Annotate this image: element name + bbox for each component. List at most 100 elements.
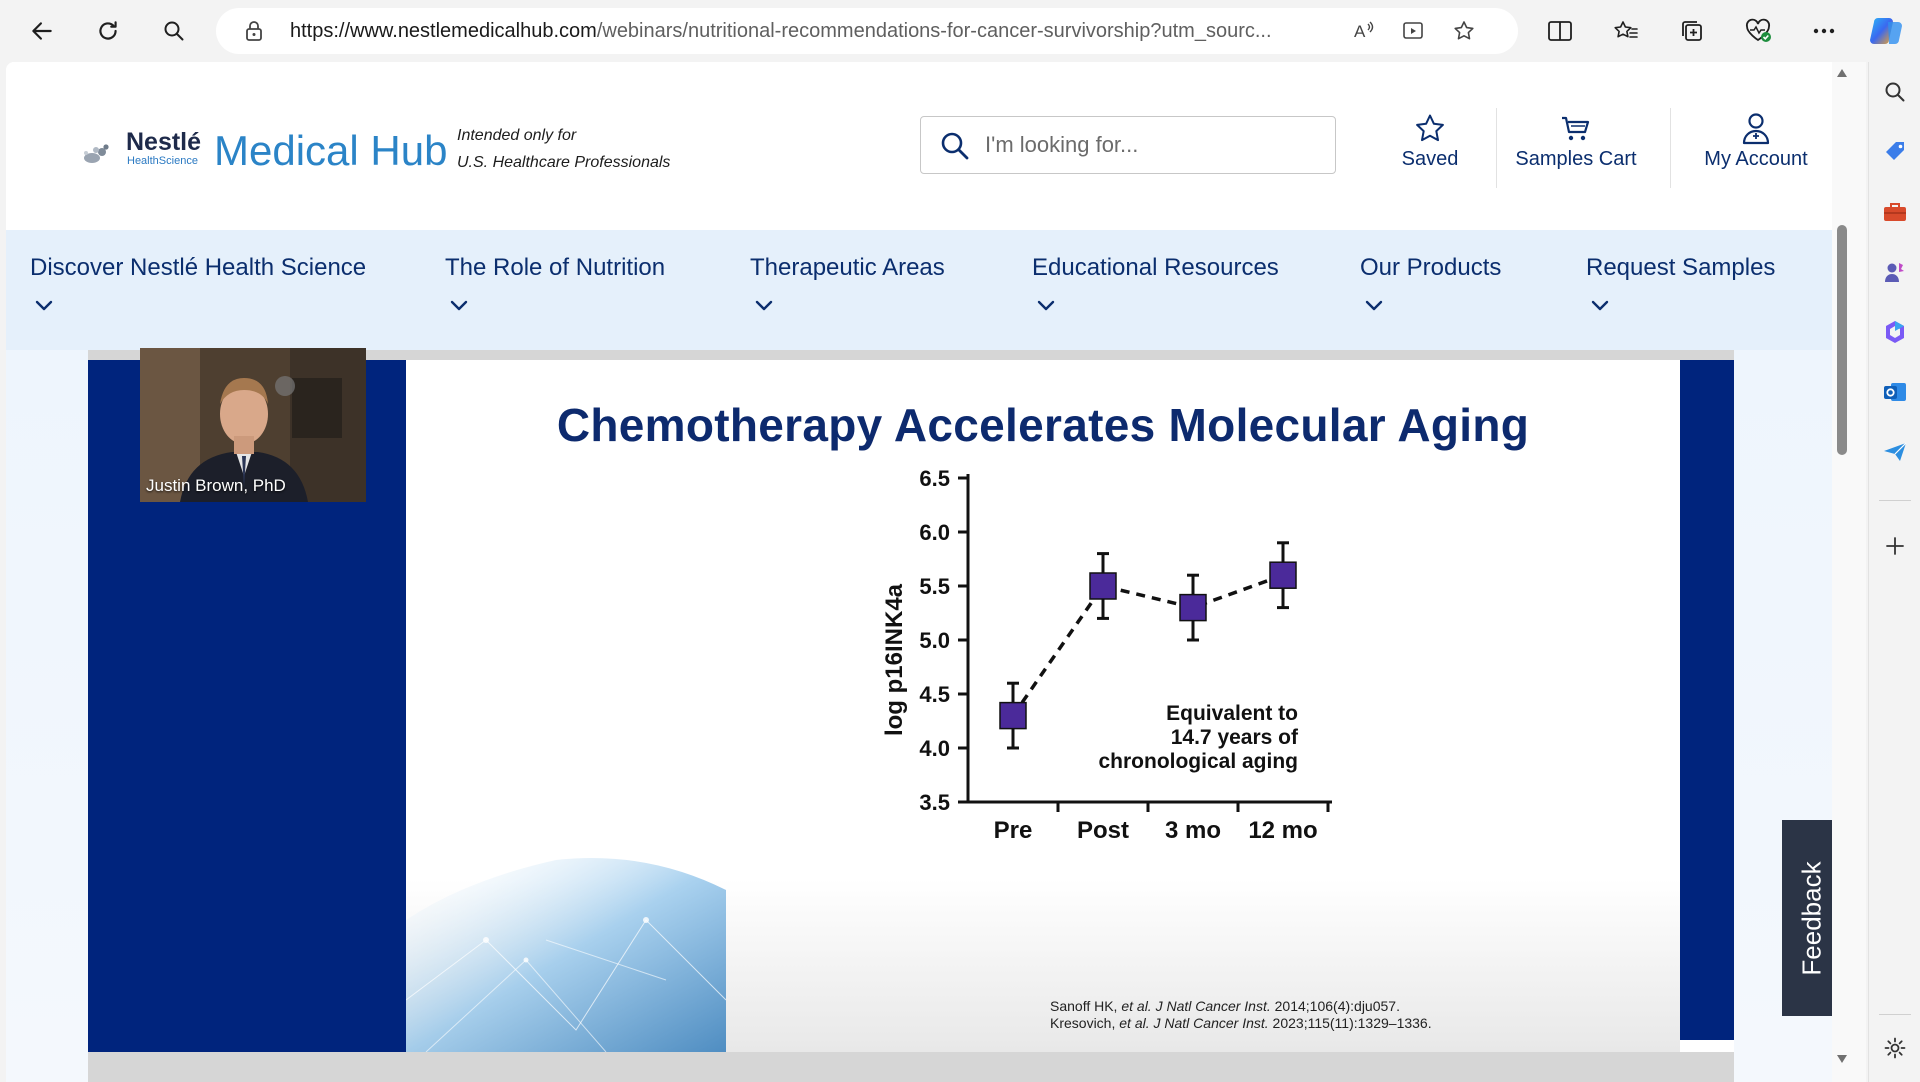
- nav-role-of-nutrition[interactable]: The Role of Nutrition: [445, 254, 665, 282]
- nav-label: Therapeutic Areas: [750, 254, 945, 281]
- search-icon: [164, 21, 184, 41]
- address-bar[interactable]: https://www.nestlemedicalhub.com/webinar…: [216, 8, 1518, 54]
- citation-ref: 2023;115(11):1329–1336.: [1268, 1015, 1432, 1031]
- read-aloud-icon[interactable]: A: [1350, 17, 1378, 45]
- sidebar-search-icon[interactable]: [1881, 78, 1909, 106]
- audience-line-2: U.S. Healthcare Professionals: [457, 154, 671, 171]
- samples-cart-label: Samples Cart: [1515, 148, 1637, 170]
- audience-line-1: Intended only for: [457, 127, 577, 144]
- browser-essentials-icon[interactable]: [1738, 11, 1778, 51]
- chart-y-tick-label: 6.0: [919, 520, 950, 545]
- citation-line-1: Sanoff HK, et al. J Natl Cancer Inst. 20…: [1050, 998, 1432, 1015]
- slide-citations: Sanoff HK, et al. J Natl Cancer Inst. 20…: [1050, 998, 1432, 1032]
- chevron-down-icon[interactable]: [1036, 298, 1056, 314]
- account-user-icon: [1742, 113, 1770, 145]
- back-arrow-icon: [32, 22, 52, 40]
- search-icon[interactable]: [939, 130, 971, 162]
- chart-x-tick-label: 3 mo: [1165, 817, 1221, 844]
- browser-toolbar: https://www.nestlemedicalhub.com/webinar…: [0, 0, 1920, 62]
- presenter-webcam: Justin Brown, PhD: [140, 348, 366, 502]
- send-telegram-icon[interactable]: [1881, 438, 1909, 466]
- back-button[interactable]: [22, 11, 62, 51]
- chart-annotation-line: 14.7 years of: [1171, 726, 1299, 749]
- saved-button[interactable]: Saved: [1380, 110, 1480, 190]
- chart-y-tick-label: 4.0: [919, 736, 950, 761]
- chart-data-point: [1269, 561, 1297, 589]
- games-icon[interactable]: [1881, 258, 1909, 286]
- nav-request-samples[interactable]: Request Samples: [1586, 254, 1775, 282]
- nav-educational-resources[interactable]: Educational Resources: [1032, 254, 1279, 282]
- nav-label: Discover Nestlé Health Science: [30, 254, 367, 281]
- chevron-down-icon[interactable]: [754, 298, 774, 314]
- page-scrollbar[interactable]: [1832, 62, 1866, 1082]
- app-available-icon[interactable]: [1400, 17, 1428, 45]
- scroll-up-icon[interactable]: [1835, 66, 1849, 80]
- browser-search-button[interactable]: [154, 11, 194, 51]
- saved-label: Saved: [1401, 148, 1459, 170]
- presenter-image: [140, 348, 366, 502]
- main-navigation: Discover Nestlé Health Science The Role …: [6, 230, 1844, 350]
- scrollbar-thumb[interactable]: [1837, 225, 1847, 455]
- sidebar-divider: [1879, 500, 1911, 501]
- url-path: /webinars/nutritional-recommendations-fo…: [596, 20, 1272, 42]
- chart-x-tick-label: Pre: [994, 817, 1033, 844]
- copilot-icon[interactable]: [1866, 11, 1906, 51]
- chart-y-tick-label: 6.5: [919, 466, 950, 491]
- star-icon: [1416, 114, 1444, 142]
- nestle-medical-hub-logo[interactable]: Nestlé HealthScience Medical Hub: [78, 120, 448, 180]
- nav-label: Our Products: [1360, 254, 1502, 281]
- audience-notice: Intended only for U.S. Healthcare Profes…: [457, 122, 670, 176]
- citation-ref: 2014;106(4):dju057.: [1270, 998, 1400, 1014]
- nav-label: Educational Resources: [1032, 254, 1279, 281]
- chevron-down-icon[interactable]: [1364, 298, 1384, 314]
- site-search[interactable]: [920, 116, 1336, 174]
- favorite-star-icon[interactable]: [1450, 17, 1478, 45]
- slide-title: Chemotherapy Accelerates Molecular Aging: [556, 399, 1530, 451]
- shopping-tag-icon[interactable]: [1881, 138, 1909, 166]
- settings-gear-icon[interactable]: [1881, 1034, 1909, 1062]
- split-screen-icon[interactable]: [1540, 11, 1580, 51]
- webinar-video-player[interactable]: Chemotherapy Accelerates Molecular Aging…: [88, 348, 1734, 1082]
- refresh-icon: [99, 21, 117, 40]
- logo-sub: HealthScience: [127, 155, 198, 167]
- url-text[interactable]: https://www.nestlemedicalhub.com/webinar…: [290, 20, 1350, 43]
- refresh-button[interactable]: [88, 11, 128, 51]
- chevron-down-icon[interactable]: [1590, 298, 1610, 314]
- chart-data-point: [999, 701, 1027, 730]
- chart-y-tick-label: 5.5: [919, 574, 950, 599]
- chart-y-axis-label: log p16INK4a: [881, 583, 908, 736]
- nav-discover-nestle[interactable]: Discover Nestlé Health Science: [30, 254, 366, 282]
- chevron-down-icon[interactable]: [34, 298, 54, 314]
- chart-data-point: [1089, 572, 1117, 600]
- nav-our-products[interactable]: Our Products: [1360, 254, 1501, 282]
- favorites-icon[interactable]: [1606, 11, 1646, 51]
- citation-journal: et al. J Natl Cancer Inst.: [1121, 998, 1271, 1014]
- svg-text:A: A: [1354, 22, 1366, 41]
- lock-icon[interactable]: [240, 17, 268, 45]
- url-domain: https://www.nestlemedicalhub.com: [290, 20, 597, 42]
- my-account-button[interactable]: My Account: [1666, 110, 1844, 190]
- citation-line-2: Kresovich, et al. J Natl Cancer Inst. 20…: [1050, 1015, 1432, 1032]
- chart-x-tick-label: 12 mo: [1248, 817, 1317, 844]
- chart-y-tick-label: 3.5: [919, 790, 950, 815]
- search-input[interactable]: [985, 129, 1315, 161]
- my-account-label: My Account: [1704, 148, 1808, 170]
- nav-therapeutic-areas[interactable]: Therapeutic Areas: [750, 254, 945, 282]
- more-options-icon[interactable]: [1804, 11, 1844, 51]
- sidebar-divider-bottom: [1879, 1014, 1911, 1015]
- feedback-label: Feedback: [1796, 860, 1827, 976]
- microsoft-365-icon[interactable]: [1881, 318, 1909, 346]
- tools-briefcase-icon[interactable]: [1881, 198, 1909, 226]
- webinar-content: Chemotherapy Accelerates Molecular Aging…: [6, 348, 1844, 1082]
- chevron-down-icon[interactable]: [449, 298, 469, 314]
- collections-icon[interactable]: [1672, 11, 1712, 51]
- p16-aging-chart: 3.5 4.0 4.5 5.0 5.5 6.0 6.5 Pre Post 3 mo 12 mo log…: [881, 466, 1332, 844]
- nestle-nest-icon: [84, 144, 109, 163]
- nav-label: Request Samples: [1586, 254, 1776, 281]
- samples-cart-button[interactable]: Samples Cart: [1486, 110, 1666, 190]
- chart-y-tick-label: 4.5: [919, 682, 950, 707]
- chart-annotation-line: chronological aging: [1098, 750, 1298, 773]
- scroll-down-icon[interactable]: [1835, 1052, 1849, 1066]
- add-sidebar-app-icon[interactable]: [1881, 532, 1909, 560]
- outlook-icon[interactable]: [1881, 378, 1909, 406]
